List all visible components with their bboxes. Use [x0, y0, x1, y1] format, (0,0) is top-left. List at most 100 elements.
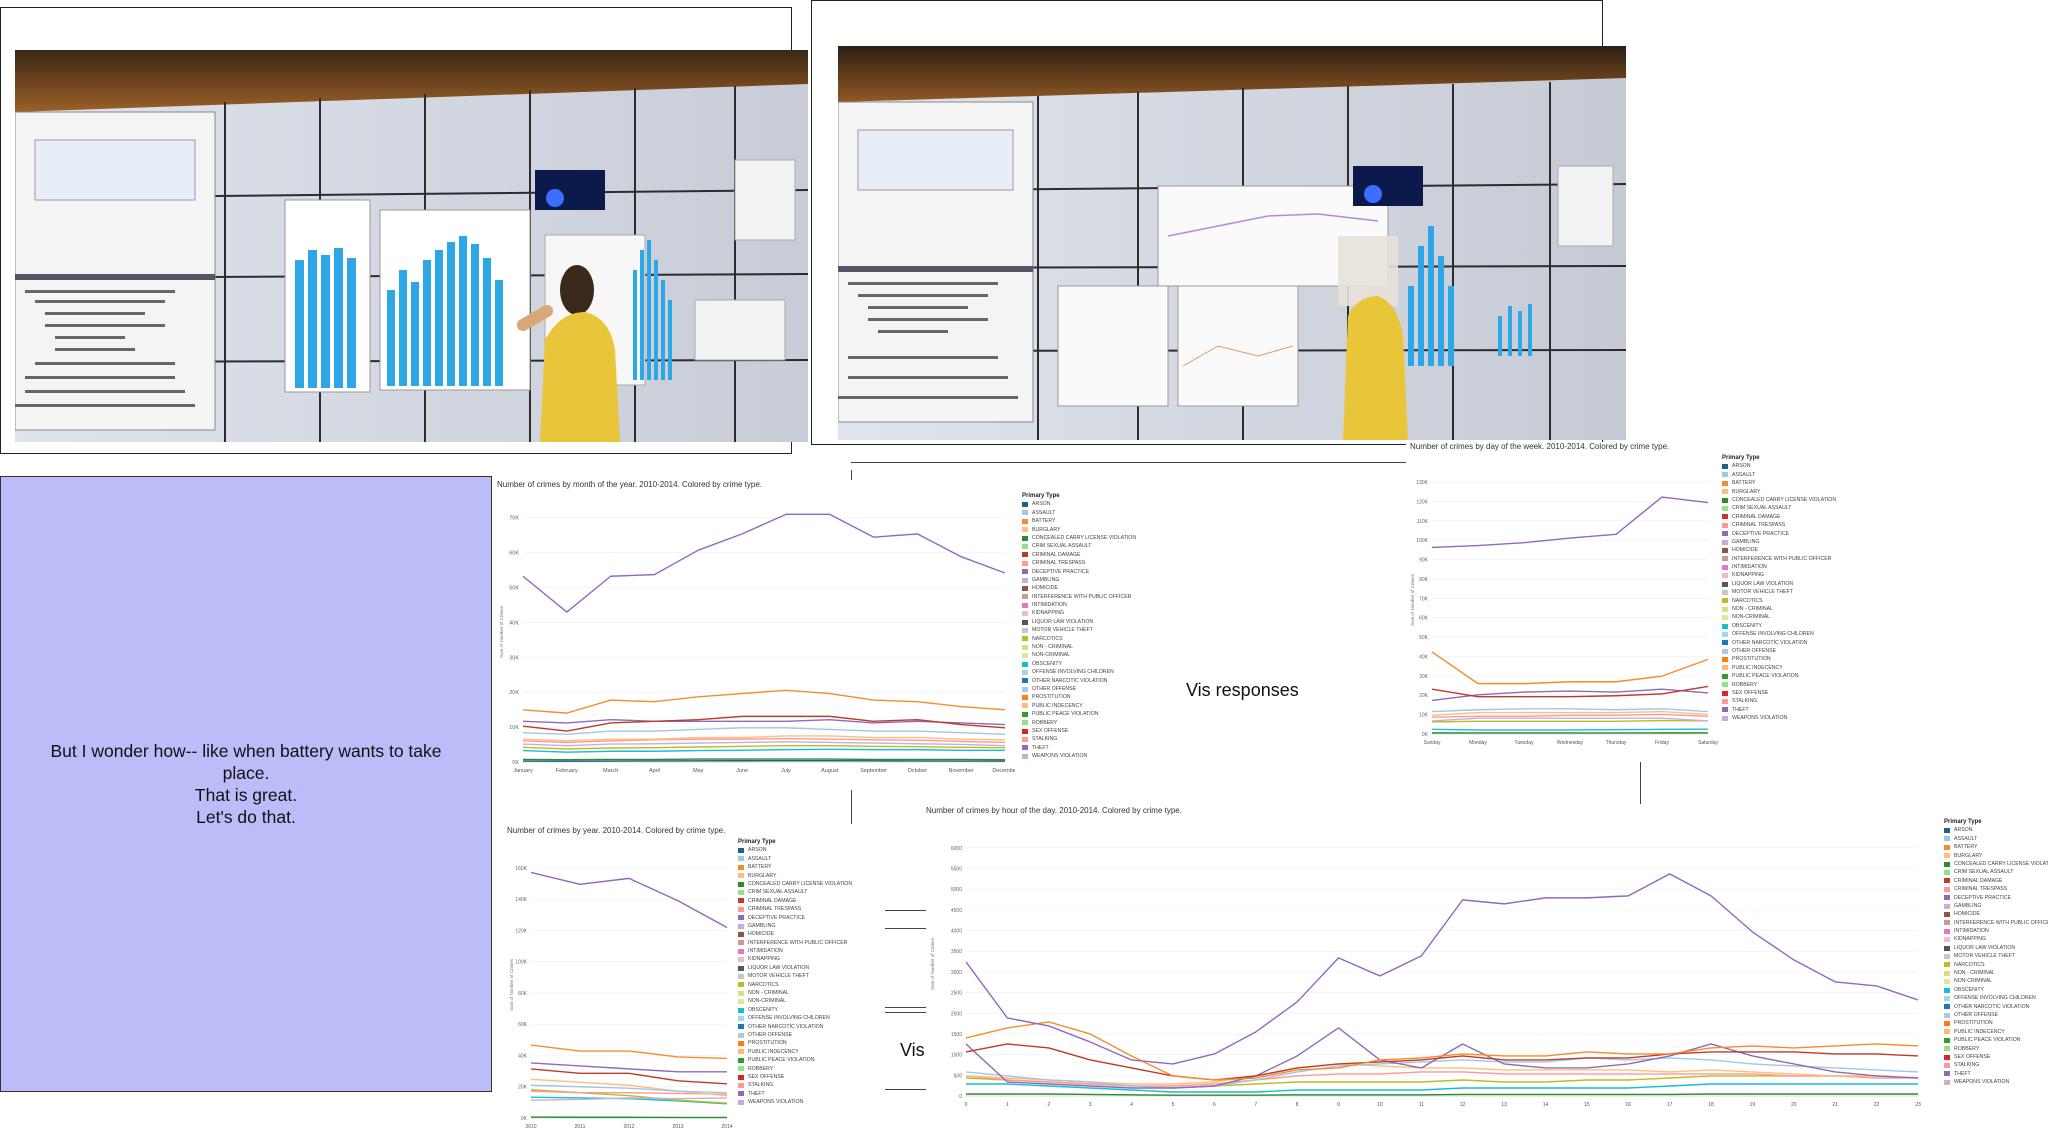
legend-item: WEAPONS VIOLATION	[1022, 752, 1136, 760]
chart-title: Number of crimes by day of the week. 201…	[1410, 442, 1670, 451]
legend-label: NON - CRIMINAL	[1732, 606, 1773, 613]
legend-swatch	[738, 1049, 744, 1055]
legend-swatch	[1022, 711, 1028, 717]
legend-item: OTHER NARCOTIC VIOLATION	[1722, 639, 1836, 647]
legend-swatch	[1022, 669, 1028, 675]
legend-swatch	[1722, 472, 1728, 478]
chart-by-hour: Number of crimes by hour of the day. 201…	[926, 804, 2048, 1124]
legend-item: WEAPONS VIOLATION	[1944, 1078, 2048, 1086]
legend-label: INTERFERENCE WITH PUBLIC OFFICER	[1032, 593, 1132, 600]
legend-item: STALKING	[1722, 697, 1836, 705]
legend-title: Primary Type	[1722, 455, 1760, 461]
legend-item: THEFT	[1722, 706, 1836, 714]
y-tick-label: 80K	[1419, 577, 1429, 583]
legend-swatch	[1022, 619, 1028, 625]
legend-item: HOMICIDE	[1022, 584, 1136, 592]
legend-item: NARCOTICS	[738, 981, 852, 989]
legend-label: CRIMINAL DAMAGE	[1032, 551, 1081, 558]
legend-swatch	[1944, 937, 1950, 943]
legend-item: SEX OFFENSE	[738, 1073, 852, 1081]
legend-title: Primary Type	[1944, 819, 1982, 825]
legend-item: ASSAULT	[738, 855, 852, 863]
legend-label: PUBLIC INDECENCY	[1032, 702, 1083, 709]
legend-label: HOMICIDE	[1954, 911, 1980, 918]
legend-label: OBSCENITY	[748, 1006, 778, 1013]
legend-swatch	[738, 848, 744, 854]
legend-item: ASSAULT	[1944, 835, 2048, 843]
legend-swatch	[1944, 912, 1950, 917]
legend-swatch	[1944, 886, 1950, 892]
legend-label: ASSAULT	[1954, 835, 1978, 842]
legend-label: BURGLARY	[1032, 526, 1061, 533]
legend-swatch	[738, 1057, 744, 1063]
legend-item: BURGLARY	[1722, 488, 1836, 496]
legend-label: LIQUOR LAW VIOLATION	[1732, 580, 1794, 587]
legend-swatch	[1944, 1071, 1950, 1077]
legend-label: OBSCENITY	[1954, 986, 1984, 993]
legend-label: KIDNAPPING	[1032, 610, 1064, 617]
series-line-theft	[522, 513, 1006, 613]
y-tick-label: 100K	[515, 960, 527, 966]
y-tick-label: 0	[959, 1094, 962, 1100]
legend-item: HOMICIDE	[738, 930, 852, 938]
legend-item: PROSTITUTION	[1722, 655, 1836, 663]
chart-plot: 0K 10K 20K 30K 40K 50K 60K 70K 80K 90K 100K 110K 120…	[1410, 480, 1718, 746]
legend-label: DECEPTIVE PRACTICE	[1032, 568, 1090, 575]
y-tick-label: 2000	[951, 1011, 962, 1017]
x-tick-label: 2014	[721, 1124, 732, 1130]
legend-item: LIQUOR LAW VIOLATION	[1944, 944, 2048, 952]
legend-item: OFFENSE INVOLVING CHILDREN	[1022, 668, 1136, 676]
chart-by-year: Number of crimes by year. 2010-2014. Col…	[505, 824, 885, 1144]
legend-label: ROBBERY	[1732, 681, 1758, 688]
legend-item: OBSCENITY	[1022, 660, 1136, 668]
legend-item: NARCOTICS	[1022, 635, 1136, 643]
legend-item: CRIM SEXUAL ASSAULT	[738, 888, 852, 896]
legend-label: INTERFERENCE WITH PUBLIC OFFICER	[748, 939, 848, 946]
legend-swatch	[1722, 648, 1728, 654]
legend-title: Primary Type	[738, 839, 776, 845]
legend-swatch	[738, 1091, 744, 1097]
chart-plot: 0 500 1000 1500 2000 2500 3000 3500 4000 4500 5000…	[930, 846, 1921, 1108]
legend-label: INTERFERENCE WITH PUBLIC OFFICER	[1732, 555, 1832, 562]
x-tick-label: 2	[1047, 1102, 1050, 1108]
legend-label: HOMICIDE	[748, 931, 774, 938]
legend-label: BATTERY	[1032, 518, 1056, 525]
series-line-motor-vehicle-theft	[522, 745, 1006, 750]
y-tick-label: 120K	[515, 928, 527, 934]
legend-item: DECEPTIVE PRACTICE	[1944, 894, 2048, 902]
connector-line	[851, 470, 853, 488]
legend-item: PUBLIC INDECENCY	[738, 1048, 852, 1056]
legend-label: NON - CRIMINAL	[748, 990, 789, 997]
legend-swatch	[1944, 853, 1950, 859]
chart-by-weekday: Number of crimes by day of the week. 201…	[1406, 442, 1876, 762]
legend-swatch	[1944, 1029, 1950, 1035]
legend-item: WEAPONS VIOLATION	[738, 1098, 852, 1106]
legend-item: GAMBLING	[1722, 538, 1836, 546]
chart-title: Number of crimes by hour of the day. 201…	[926, 806, 1182, 815]
legend-swatch	[738, 1015, 744, 1021]
x-tick-label: 21	[1832, 1102, 1838, 1108]
series-line-robbery	[1431, 728, 1709, 731]
legend-label: INTIMIDATION	[748, 948, 783, 955]
legend-swatch	[1022, 728, 1028, 734]
series-line-other-offense	[1431, 713, 1709, 718]
legend-swatch	[1944, 828, 1950, 834]
legend-label: NARCOTICS	[1032, 635, 1063, 642]
legend-swatch	[1722, 657, 1728, 663]
y-tick-label: 40K	[1419, 654, 1429, 660]
y-tick-label: 110K	[1417, 519, 1429, 525]
y-tick-label: 0K	[521, 1116, 528, 1122]
x-tick-label: 2013	[672, 1124, 683, 1130]
legend-label: NON-CRIMINAL	[1032, 652, 1071, 659]
legend-item: STALKING	[1944, 1061, 2048, 1069]
caption-text: But I wonder how-- like when battery wan…	[30, 740, 461, 828]
y-tick-label: 10K	[509, 725, 519, 731]
legend-swatch	[738, 990, 744, 996]
legend-item: ASSAULT	[1722, 471, 1836, 479]
series-line-theft	[1431, 496, 1709, 549]
legend-swatch	[1022, 678, 1028, 684]
legend-label: PUBLIC INDECENCY	[748, 1048, 799, 1055]
legend-label: WEAPONS VIOLATION	[1732, 715, 1788, 722]
legend-item: BATTERY	[1022, 517, 1136, 525]
y-tick-label: 130K	[1416, 480, 1428, 486]
